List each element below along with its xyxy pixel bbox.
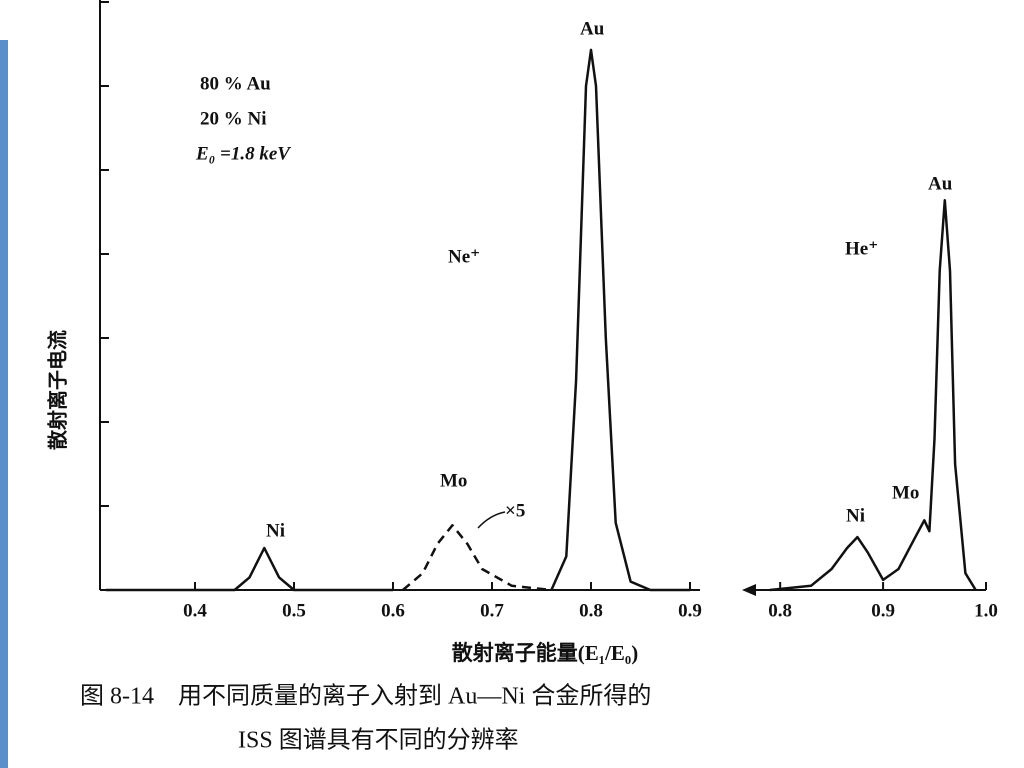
x-tick-label: 1.0	[974, 600, 998, 621]
x-tick-label: 0.8	[768, 600, 792, 621]
axis-arrow	[742, 584, 756, 596]
annotation: He⁺	[845, 238, 878, 259]
caption: ISS 图谱具有不同的分辨率	[238, 727, 519, 754]
annotation: Ni	[846, 505, 865, 526]
spectrum-line	[402, 524, 552, 592]
caption: 图 8-14 用不同质量的离子入射到 Au—Ni 合金所得的	[80, 683, 651, 710]
annotation: 80 % Au	[200, 73, 271, 94]
spectrum-line	[105, 48, 690, 592]
leader	[477, 511, 506, 529]
x-tick-label: 0.7	[480, 600, 504, 621]
spectrum-line	[769, 198, 977, 592]
y-axis-label: 散射离子电流	[46, 330, 70, 450]
annotation: Ne⁺	[448, 246, 480, 267]
x-axis-label: 散射离子能量(E₁/E₀)	[452, 641, 638, 665]
annotation: Ni	[266, 520, 285, 541]
x-tick-label: 0.5	[282, 600, 306, 621]
x-tick-label: 0.9	[871, 600, 895, 621]
x-tick-label: 0.8	[579, 600, 603, 621]
x-tick-label: 0.4	[183, 600, 207, 621]
annotation: Mo	[892, 482, 919, 503]
annotation: Au	[580, 18, 605, 39]
annotation: 20 % Ni	[200, 108, 267, 129]
edge-stripe	[0, 40, 8, 768]
x-tick-label: 0.9	[678, 600, 702, 621]
annotation: Mo	[440, 470, 467, 491]
annotation: E₀ =1.8 keV	[195, 143, 291, 164]
annotation: ×5	[505, 500, 525, 521]
x-tick-label: 0.6	[381, 600, 405, 621]
annotation: Au	[928, 173, 953, 194]
